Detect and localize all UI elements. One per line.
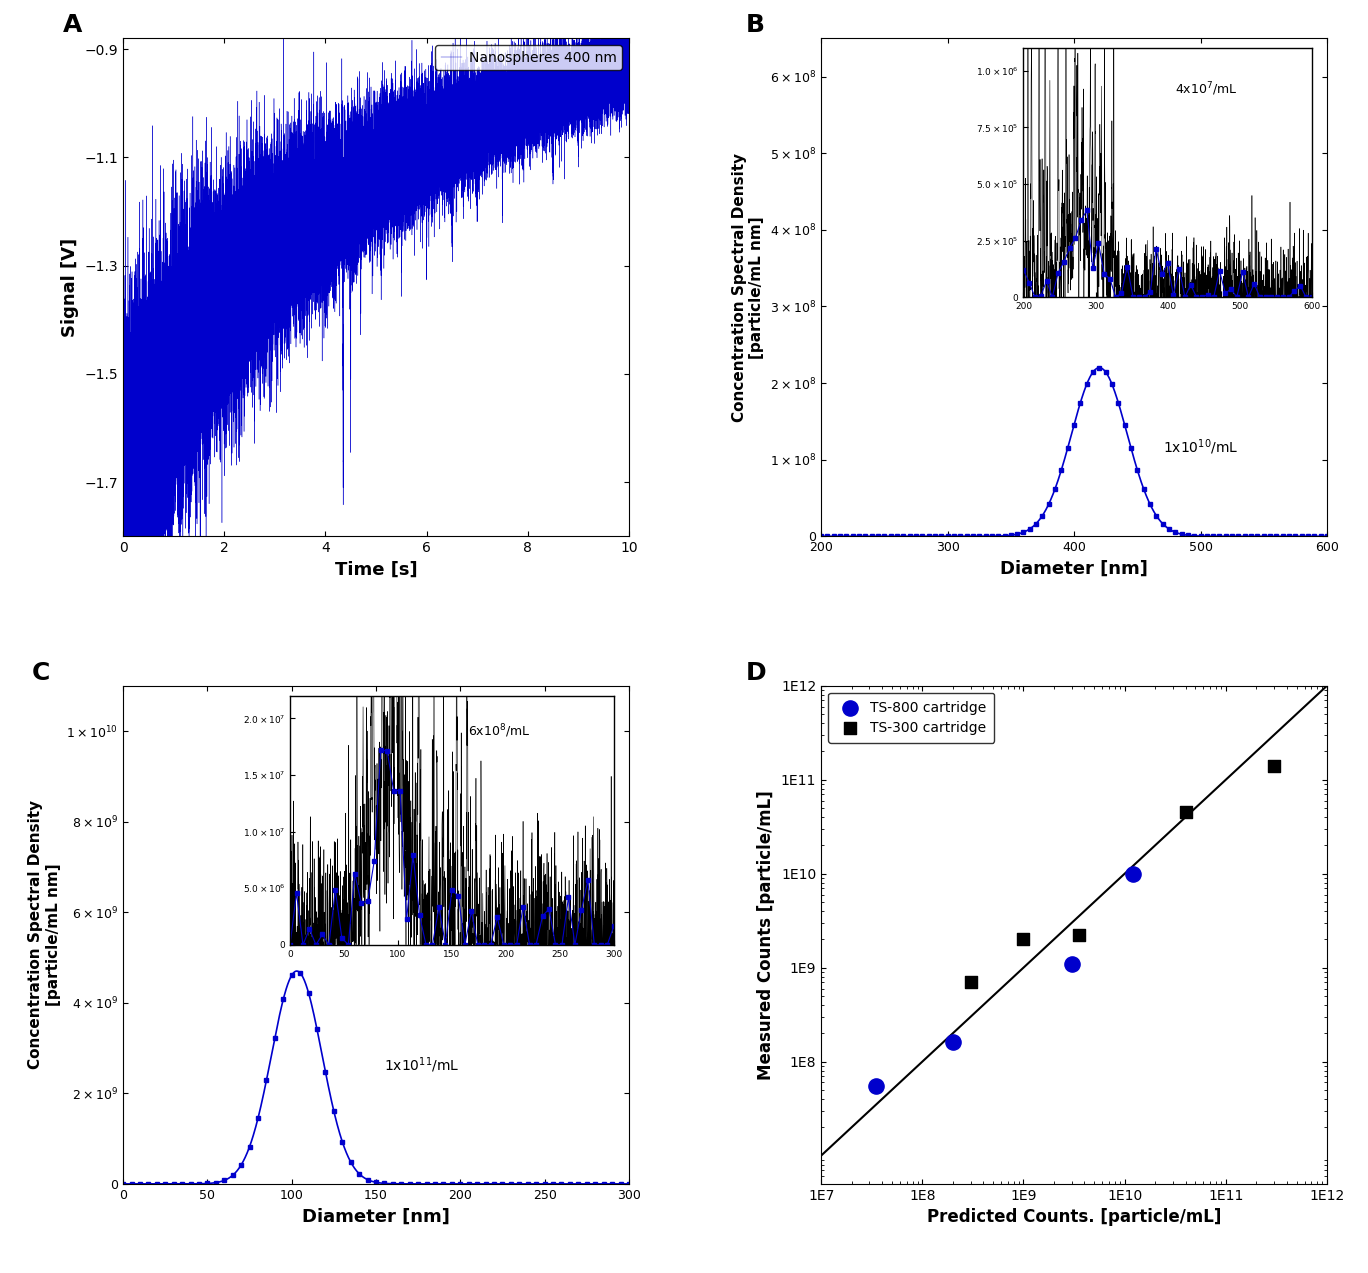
Legend: Nanospheres 400 nm: Nanospheres 400 nm [435,45,622,70]
Y-axis label: Measured Counts [particle/mL]: Measured Counts [particle/mL] [758,791,776,1080]
TS-800 cartridge [1060,953,1082,974]
Text: B: B [746,13,765,37]
Text: 1x10$^{11}$/mL: 1x10$^{11}$/mL [384,1055,460,1076]
Legend: TS-800 cartridge, TS-300 cartridge: TS-800 cartridge, TS-300 cartridge [828,693,995,743]
TS-800 cartridge [1122,863,1144,883]
Y-axis label: Concentration Spectral Density
[particle/mL nm]: Concentration Spectral Density [particle… [29,801,60,1069]
Text: 1x10$^{10}$/mL: 1x10$^{10}$/mL [1163,437,1238,457]
X-axis label: Diameter [nm]: Diameter [nm] [1000,560,1148,578]
X-axis label: Time [s]: Time [s] [335,560,417,579]
TS-300 cartridge [959,973,981,993]
TS-300 cartridge [1175,802,1197,822]
Y-axis label: Signal [V]: Signal [V] [62,238,79,337]
TS-300 cartridge [1067,925,1089,946]
TS-800 cartridge [941,1032,963,1053]
Text: D: D [746,661,766,685]
TS-300 cartridge [1012,929,1034,950]
X-axis label: Predicted Counts. [particle/mL]: Predicted Counts. [particle/mL] [928,1208,1222,1226]
Text: C: C [31,661,51,685]
Text: A: A [63,13,82,37]
Y-axis label: Concentration Spectral Density
[particle/mL nm]: Concentration Spectral Density [particle… [732,153,765,421]
TS-300 cartridge [1263,756,1285,777]
TS-800 cartridge [865,1076,886,1096]
X-axis label: Diameter [nm]: Diameter [nm] [302,1207,450,1226]
